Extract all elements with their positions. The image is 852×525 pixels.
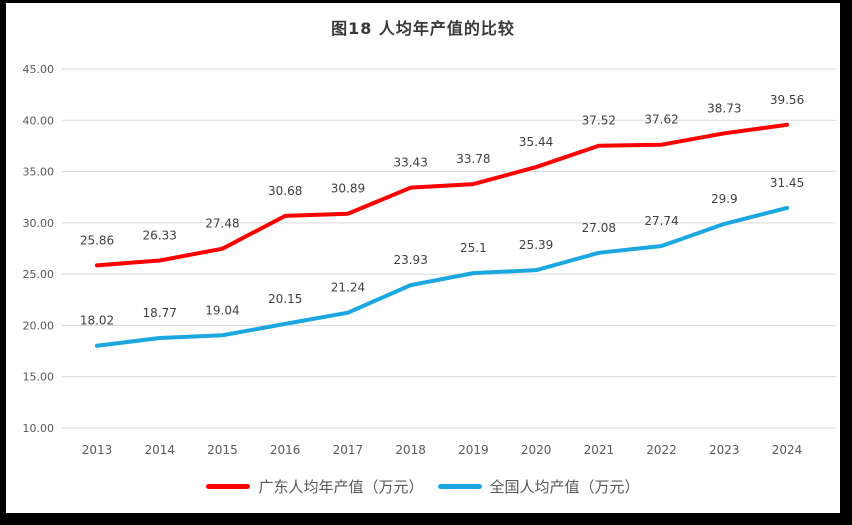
data-label: 21.24	[331, 281, 365, 295]
data-label: 27.74	[644, 214, 678, 228]
data-label: 30.68	[268, 184, 302, 198]
x-axis-tick-label: 2019	[458, 443, 489, 457]
y-axis-tick-label: 10.00	[23, 422, 55, 435]
data-label: 33.43	[393, 156, 427, 170]
blue-line-swatch	[437, 484, 482, 489]
data-label: 25.1	[460, 241, 487, 255]
x-axis-tick-label: 2015	[207, 443, 238, 457]
data-label: 20.15	[268, 292, 302, 306]
x-axis-tick-label: 2023	[709, 443, 740, 457]
legend-label-guangdong: 广东人均年产值（万元）	[258, 478, 424, 496]
y-axis-tick-label: 15.00	[23, 371, 55, 384]
x-axis-tick-label: 2017	[333, 443, 364, 457]
chart-title: 图18 人均年产值的比较	[331, 19, 515, 38]
x-axis-tick-label: 2016	[270, 443, 301, 457]
x-axis-tick-label: 2013	[82, 443, 113, 457]
data-label: 25.86	[80, 233, 114, 247]
legend-item-national: 全国人均产值（万元）	[437, 476, 640, 497]
national-series-line	[95, 205, 790, 348]
y-axis-tick-label: 35.00	[23, 166, 55, 179]
data-label: 38.73	[707, 101, 741, 115]
y-axis-tick-label: 45.00	[23, 63, 55, 76]
data-label: 37.62	[644, 113, 678, 127]
data-label: 27.48	[205, 217, 239, 231]
guangdong-series-line	[95, 122, 790, 268]
legend-item-guangdong: 广东人均年产值（万元）	[206, 476, 424, 497]
data-label: 26.33	[143, 229, 177, 243]
data-label: 19.04	[205, 303, 239, 317]
y-axis-tick-label: 30.00	[23, 217, 55, 230]
x-axis-tick-label: 2022	[646, 443, 677, 457]
data-label: 33.78	[456, 152, 490, 166]
data-label: 18.77	[143, 306, 177, 320]
data-label: 37.52	[582, 114, 616, 128]
x-axis-tick-label: 2018	[395, 443, 426, 457]
x-axis-tick-label: 2020	[521, 443, 552, 457]
line-chart-plot: 45.00 40.00 35.00 30.00 25.00 20.00 15.00 10.00…	[23, 63, 836, 457]
data-label: 18.02	[80, 314, 114, 328]
data-label: 35.44	[519, 135, 553, 149]
x-axis-tick-label: 2014	[144, 443, 175, 457]
y-axis-tick-label: 25.00	[23, 268, 55, 281]
y-axis-tick-label: 20.00	[23, 319, 55, 332]
data-label: 39.56	[770, 93, 804, 107]
x-axis-tick-label: 2021	[584, 443, 615, 457]
data-label: 25.39	[519, 238, 553, 252]
chart-legend: 广东人均年产值（万元） 全国人均产值（万元）	[6, 476, 840, 497]
data-label: 31.45	[770, 176, 804, 190]
data-label: 27.08	[582, 221, 616, 235]
red-line-swatch	[206, 484, 251, 489]
data-label: 30.89	[331, 182, 365, 196]
chart-area: 图18 人均年产值的比较 45.00 40.00 35.00 30.00 25.00 20…	[6, 3, 840, 513]
data-label: 23.93	[393, 253, 427, 267]
data-label: 29.9	[711, 192, 738, 206]
y-axis-tick-label: 40.00	[23, 114, 55, 127]
legend-label-national: 全国人均产值（万元）	[489, 478, 640, 496]
x-axis-tick-label: 2024	[772, 443, 803, 457]
